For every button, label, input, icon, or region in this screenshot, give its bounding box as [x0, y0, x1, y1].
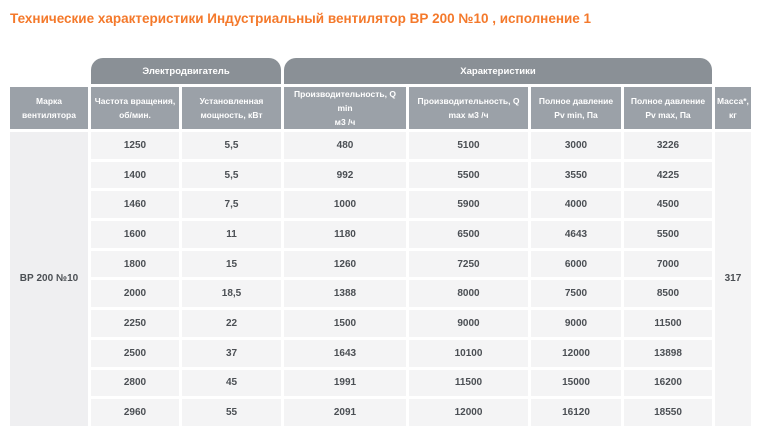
- table-cell: 5500: [409, 161, 528, 189]
- table-row: 2960 55 2091 12000 16120 18550: [10, 399, 751, 426]
- table-cell: 16120: [531, 399, 621, 426]
- table-cell: 480: [284, 132, 406, 159]
- table-cell: 3226: [624, 132, 712, 159]
- table-cell: 8000: [409, 280, 528, 308]
- spec-table: Электродвигатель Характеристики Марка ве…: [7, 55, 754, 429]
- table-row: 2500 37 1643 10100 12000 13898: [10, 339, 751, 367]
- table-cell: 1500: [284, 310, 406, 337]
- table-cell: 1180: [284, 221, 406, 248]
- table-row: 1400 5,5 992 5500 3550 4225: [10, 161, 751, 189]
- table-cell: 1600: [91, 221, 179, 248]
- table-cell: 5,5: [182, 132, 281, 159]
- column-header-rotation-speed: Частота вращения, об/мин.: [91, 87, 179, 129]
- table-row: 2800 45 1991 11500 15000 16200: [10, 369, 751, 397]
- table-cell: 22: [182, 310, 281, 337]
- table-cell: 1250: [91, 132, 179, 159]
- table-cell: 11500: [624, 310, 712, 337]
- table-cell: 5100: [409, 132, 528, 159]
- table-cell: 4643: [531, 221, 621, 248]
- group-header-characteristics: Характеристики: [284, 58, 712, 84]
- column-header-pressure-min: Полное давление Pv min, Па: [531, 87, 621, 129]
- table-cell: 3000: [531, 132, 621, 159]
- table-cell: 15000: [531, 369, 621, 397]
- table-cell: 9000: [409, 310, 528, 337]
- table-cell: 16200: [624, 369, 712, 397]
- table-row: 2000 18,5 1388 8000 7500 8500: [10, 280, 751, 308]
- table-cell: 6500: [409, 221, 528, 248]
- column-header-mass: Масса*, кг: [715, 87, 751, 129]
- table-cell: 45: [182, 369, 281, 397]
- table-row: 1460 7,5 1000 5900 4000 4500: [10, 191, 751, 219]
- table-cell: 5500: [624, 221, 712, 248]
- mass-cell: 317: [715, 132, 751, 426]
- table-cell: 10100: [409, 339, 528, 367]
- group-header-spacer-right: [715, 58, 751, 84]
- table-cell: 7000: [624, 250, 712, 278]
- table-cell: 1991: [284, 369, 406, 397]
- group-header-motor: Электродвигатель: [91, 58, 281, 84]
- table-cell: 1260: [284, 250, 406, 278]
- table-cell: 18550: [624, 399, 712, 426]
- column-header-installed-power: Установленная мощность, кВт: [182, 87, 281, 129]
- table-row: 2250 22 1500 9000 9000 11500: [10, 310, 751, 337]
- table-cell: 13898: [624, 339, 712, 367]
- fan-model-cell: ВР 200 №10: [10, 132, 88, 426]
- table-cell: 5,5: [182, 161, 281, 189]
- column-header-capacity-min: Производительность, Q min м3 /ч: [284, 87, 406, 129]
- table-cell: 12000: [409, 399, 528, 426]
- table-cell: 992: [284, 161, 406, 189]
- column-header-capacity-max: Производительность, Q max м3 /ч: [409, 87, 528, 129]
- table-cell: 4500: [624, 191, 712, 219]
- table-cell: 37: [182, 339, 281, 367]
- table-cell: 1000: [284, 191, 406, 219]
- table-cell: 5900: [409, 191, 528, 219]
- table-cell: 15: [182, 250, 281, 278]
- table-cell: 1643: [284, 339, 406, 367]
- table-cell: 8500: [624, 280, 712, 308]
- table-cell: 1388: [284, 280, 406, 308]
- table-row: 1600 11 1180 6500 4643 5500: [10, 221, 751, 248]
- table-row: ВР 200 №10 1250 5,5 480 5100 3000 3226 3…: [10, 132, 751, 426]
- column-header-row: Марка вентилятора Частота вращения, об/м…: [10, 87, 751, 129]
- table-cell: 1460: [91, 191, 179, 219]
- table-cell: 7250: [409, 250, 528, 278]
- column-header-model: Марка вентилятора: [10, 87, 88, 129]
- page-title: Технические характеристики Индустриальны…: [10, 11, 592, 26]
- table-cell: 6000: [531, 250, 621, 278]
- table-cell: 4225: [624, 161, 712, 189]
- table-cell: 9000: [531, 310, 621, 337]
- group-header-spacer-left: [10, 58, 88, 84]
- table-cell: 3550: [531, 161, 621, 189]
- table-cell: 1800: [91, 250, 179, 278]
- table-cell: 2960: [91, 399, 179, 426]
- table-cell: 11500: [409, 369, 528, 397]
- table-cell: 7500: [531, 280, 621, 308]
- table-cell: 2091: [284, 399, 406, 426]
- table-cell: 1400: [91, 161, 179, 189]
- table-cell: 55: [182, 399, 281, 426]
- table-row: 1800 15 1260 7250 6000 7000: [10, 250, 751, 278]
- table-cell: 2250: [91, 310, 179, 337]
- table-cell: 4000: [531, 191, 621, 219]
- table-cell: 7,5: [182, 191, 281, 219]
- column-header-pressure-max: Полное давление Pv max, Па: [624, 87, 712, 129]
- table-cell: 11: [182, 221, 281, 248]
- table-cell: 2000: [91, 280, 179, 308]
- table-cell: 2800: [91, 369, 179, 397]
- table-cell: 12000: [531, 339, 621, 367]
- table-cell: 2500: [91, 339, 179, 367]
- table-cell: 18,5: [182, 280, 281, 308]
- group-header-row: Электродвигатель Характеристики: [10, 58, 751, 84]
